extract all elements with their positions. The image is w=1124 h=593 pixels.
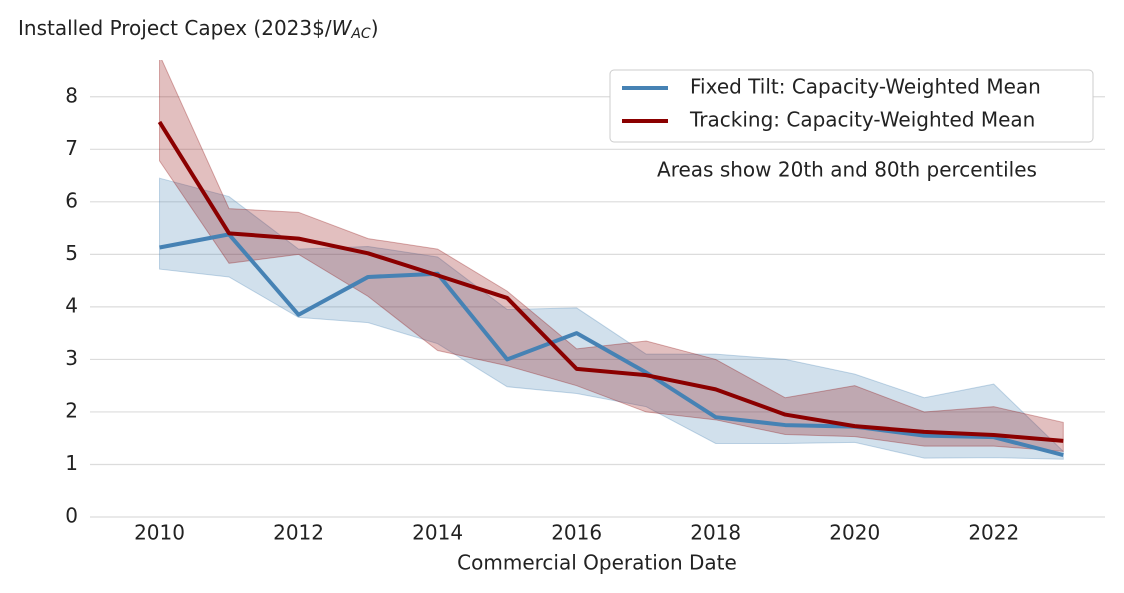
legend-label: Fixed Tilt: Capacity-Weighted Mean	[690, 75, 1041, 99]
mean-line	[157, 120, 1064, 443]
y-tick-label: 4	[65, 293, 78, 317]
legend-label: Tracking: Capacity-Weighted Mean	[689, 108, 1035, 132]
x-tick-label: 2012	[273, 521, 324, 545]
y-label-unit: W	[332, 16, 353, 40]
mean-line	[159, 232, 1064, 457]
x-tick-label: 2014	[412, 521, 463, 545]
x-tick-label: 2010	[134, 521, 185, 545]
annotation: Areas show 20th and 80th percentiles	[657, 158, 1037, 182]
x-tick-label: 2022	[968, 521, 1019, 545]
x-axis-label: Commercial Operation Date	[457, 551, 737, 575]
y-tick-label: 1	[65, 451, 78, 475]
grid	[90, 96, 1105, 518]
y-tick-label: 7	[65, 136, 78, 160]
y-tick-label: 6	[65, 188, 78, 212]
y-tick-label: 3	[65, 346, 78, 370]
y-label-end: )	[371, 16, 379, 40]
legend-box	[609, 69, 1094, 143]
y-tick-label: 2	[65, 398, 78, 422]
legend: Fixed Tilt: Capacity-Weighted Mean Tracki…	[609, 69, 1094, 143]
x-tick-label: 2020	[829, 521, 880, 545]
y-label-subscript: AC	[350, 26, 371, 42]
y-tick-label: 8	[65, 83, 78, 107]
y-tick-label: 5	[65, 241, 78, 265]
x-tick-label: 2018	[690, 521, 741, 545]
y-tick-label: 0	[65, 504, 78, 528]
y-label-text: Installed Project Capex (2023$/	[18, 16, 332, 40]
y-axis-label: Installed Project Capex (2023$/WAC)	[18, 16, 379, 43]
lines	[157, 120, 1064, 457]
x-tick-label: 2016	[551, 521, 602, 545]
